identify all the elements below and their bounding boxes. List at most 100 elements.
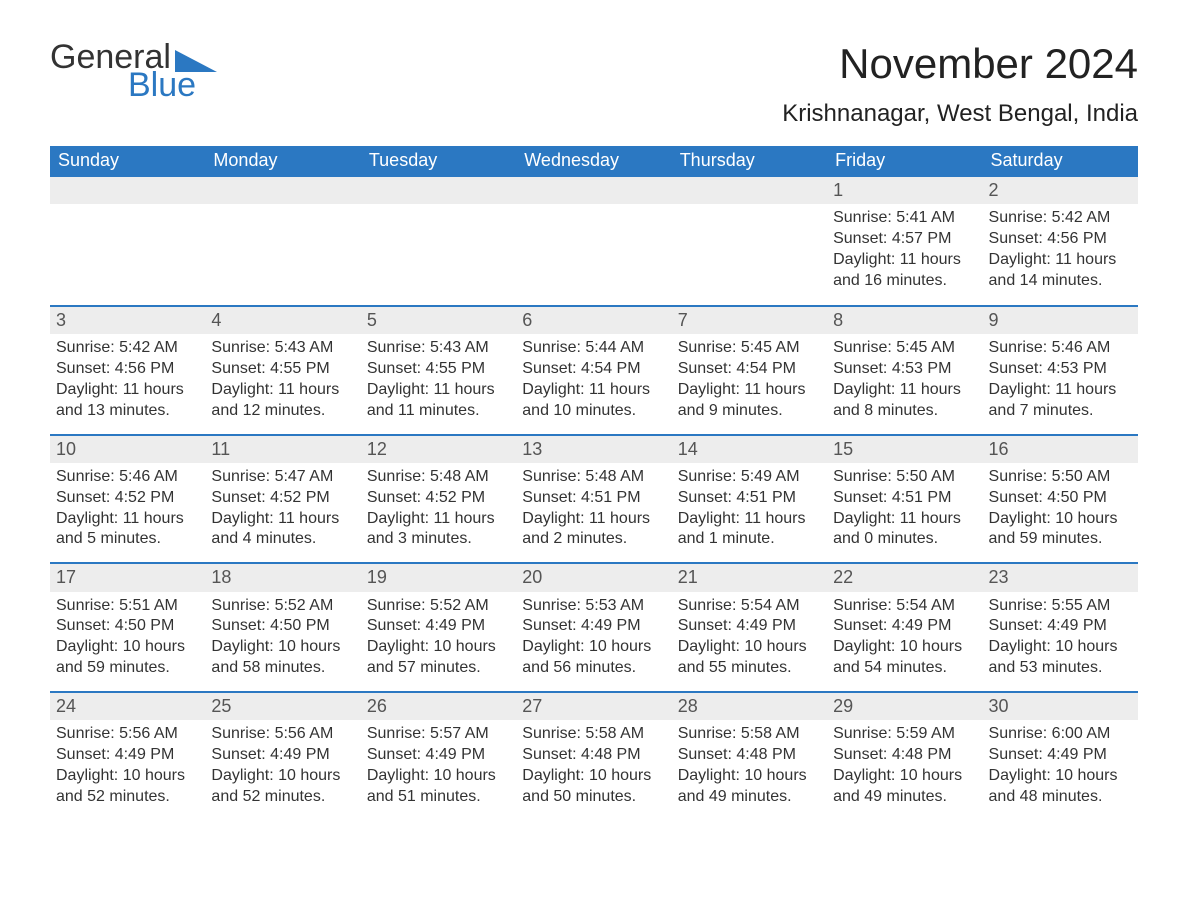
sunset-line: Sunset: 4:50 PM [211, 616, 354, 637]
day-number: 13 [516, 436, 671, 463]
day-number: 30 [983, 693, 1138, 720]
sunset-line: Sunset: 4:55 PM [367, 359, 510, 380]
cell-body: Sunrise: 5:51 AMSunset: 4:50 PMDaylight:… [50, 592, 205, 691]
day-number: 6 [516, 307, 671, 334]
daylight-line: Daylight: 11 hours and 0 minutes. [833, 509, 976, 551]
cell-body: Sunrise: 5:52 AMSunset: 4:50 PMDaylight:… [205, 592, 360, 691]
cell-body: Sunrise: 5:59 AMSunset: 4:48 PMDaylight:… [827, 720, 982, 819]
sunrise-line: Sunrise: 5:43 AM [211, 338, 354, 359]
cell-body: Sunrise: 5:47 AMSunset: 4:52 PMDaylight:… [205, 463, 360, 562]
calendar-cell: 26Sunrise: 5:57 AMSunset: 4:49 PMDayligh… [361, 693, 516, 820]
daylight-line: Daylight: 11 hours and 8 minutes. [833, 380, 976, 422]
cell-body: Sunrise: 5:57 AMSunset: 4:49 PMDaylight:… [361, 720, 516, 819]
cell-body: Sunrise: 5:46 AMSunset: 4:53 PMDaylight:… [983, 334, 1138, 433]
sunset-line: Sunset: 4:53 PM [833, 359, 976, 380]
sunrise-line: Sunrise: 5:52 AM [367, 596, 510, 617]
cell-body: Sunrise: 5:56 AMSunset: 4:49 PMDaylight:… [205, 720, 360, 819]
sunrise-line: Sunrise: 5:50 AM [989, 467, 1132, 488]
sunset-line: Sunset: 4:53 PM [989, 359, 1132, 380]
day-number: 27 [516, 693, 671, 720]
sunrise-line: Sunrise: 5:44 AM [522, 338, 665, 359]
daylight-line: Daylight: 11 hours and 3 minutes. [367, 509, 510, 551]
daylight-line: Daylight: 10 hours and 57 minutes. [367, 637, 510, 679]
sunrise-line: Sunrise: 5:48 AM [522, 467, 665, 488]
daylight-line: Daylight: 10 hours and 53 minutes. [989, 637, 1132, 679]
day-number [205, 177, 360, 204]
cell-body: Sunrise: 6:00 AMSunset: 4:49 PMDaylight:… [983, 720, 1138, 819]
sunrise-line: Sunrise: 5:56 AM [211, 724, 354, 745]
cell-body: Sunrise: 5:54 AMSunset: 4:49 PMDaylight:… [672, 592, 827, 691]
sunrise-line: Sunrise: 5:54 AM [833, 596, 976, 617]
cell-body: Sunrise: 5:42 AMSunset: 4:56 PMDaylight:… [983, 204, 1138, 303]
day-number: 9 [983, 307, 1138, 334]
cell-body: Sunrise: 5:45 AMSunset: 4:53 PMDaylight:… [827, 334, 982, 433]
sunrise-line: Sunrise: 5:43 AM [367, 338, 510, 359]
calendar-cell: 28Sunrise: 5:58 AMSunset: 4:48 PMDayligh… [672, 693, 827, 820]
cell-body: Sunrise: 5:54 AMSunset: 4:49 PMDaylight:… [827, 592, 982, 691]
daylight-line: Daylight: 11 hours and 10 minutes. [522, 380, 665, 422]
sunset-line: Sunset: 4:51 PM [678, 488, 821, 509]
sunset-line: Sunset: 4:52 PM [211, 488, 354, 509]
sunrise-line: Sunrise: 5:41 AM [833, 208, 976, 229]
calendar-cell: 13Sunrise: 5:48 AMSunset: 4:51 PMDayligh… [516, 436, 671, 563]
sunrise-line: Sunrise: 5:56 AM [56, 724, 199, 745]
sunset-line: Sunset: 4:56 PM [56, 359, 199, 380]
sunset-line: Sunset: 4:49 PM [989, 745, 1132, 766]
cell-body: Sunrise: 5:52 AMSunset: 4:49 PMDaylight:… [361, 592, 516, 691]
sunrise-line: Sunrise: 5:58 AM [522, 724, 665, 745]
week-row: 10Sunrise: 5:46 AMSunset: 4:52 PMDayligh… [50, 434, 1138, 563]
day-number: 16 [983, 436, 1138, 463]
sunrise-line: Sunrise: 5:51 AM [56, 596, 199, 617]
sunrise-line: Sunrise: 5:48 AM [367, 467, 510, 488]
daylight-line: Daylight: 11 hours and 4 minutes. [211, 509, 354, 551]
day-header: Friday [827, 146, 982, 177]
sunrise-line: Sunrise: 5:58 AM [678, 724, 821, 745]
calendar-cell: 19Sunrise: 5:52 AMSunset: 4:49 PMDayligh… [361, 564, 516, 691]
sunrise-line: Sunrise: 6:00 AM [989, 724, 1132, 745]
daylight-line: Daylight: 10 hours and 48 minutes. [989, 766, 1132, 808]
calendar-cell: 24Sunrise: 5:56 AMSunset: 4:49 PMDayligh… [50, 693, 205, 820]
day-number: 4 [205, 307, 360, 334]
logo-word-blue: Blue [128, 68, 196, 102]
day-number: 7 [672, 307, 827, 334]
day-header: Saturday [983, 146, 1138, 177]
logo-triangle-icon [175, 50, 217, 72]
calendar-cell [516, 177, 671, 305]
daylight-line: Daylight: 10 hours and 49 minutes. [833, 766, 976, 808]
day-number: 1 [827, 177, 982, 204]
day-number [50, 177, 205, 204]
daylight-line: Daylight: 10 hours and 58 minutes. [211, 637, 354, 679]
day-header: Sunday [50, 146, 205, 177]
week-row: 17Sunrise: 5:51 AMSunset: 4:50 PMDayligh… [50, 562, 1138, 691]
calendar-cell: 8Sunrise: 5:45 AMSunset: 4:53 PMDaylight… [827, 307, 982, 434]
sunrise-line: Sunrise: 5:47 AM [211, 467, 354, 488]
sunset-line: Sunset: 4:51 PM [833, 488, 976, 509]
sunset-line: Sunset: 4:56 PM [989, 229, 1132, 250]
day-header: Monday [205, 146, 360, 177]
calendar-cell [50, 177, 205, 305]
daylight-line: Daylight: 11 hours and 7 minutes. [989, 380, 1132, 422]
sunset-line: Sunset: 4:49 PM [367, 745, 510, 766]
calendar-cell: 2Sunrise: 5:42 AMSunset: 4:56 PMDaylight… [983, 177, 1138, 305]
day-number: 5 [361, 307, 516, 334]
sunrise-line: Sunrise: 5:42 AM [989, 208, 1132, 229]
cell-body: Sunrise: 5:55 AMSunset: 4:49 PMDaylight:… [983, 592, 1138, 691]
cell-body: Sunrise: 5:46 AMSunset: 4:52 PMDaylight:… [50, 463, 205, 562]
calendar-cell: 10Sunrise: 5:46 AMSunset: 4:52 PMDayligh… [50, 436, 205, 563]
day-number: 3 [50, 307, 205, 334]
day-header: Wednesday [516, 146, 671, 177]
calendar-cell: 4Sunrise: 5:43 AMSunset: 4:55 PMDaylight… [205, 307, 360, 434]
cell-body: Sunrise: 5:44 AMSunset: 4:54 PMDaylight:… [516, 334, 671, 433]
cell-body: Sunrise: 5:42 AMSunset: 4:56 PMDaylight:… [50, 334, 205, 433]
calendar-cell: 29Sunrise: 5:59 AMSunset: 4:48 PMDayligh… [827, 693, 982, 820]
sunrise-line: Sunrise: 5:54 AM [678, 596, 821, 617]
sunset-line: Sunset: 4:54 PM [522, 359, 665, 380]
calendar-cell: 22Sunrise: 5:54 AMSunset: 4:49 PMDayligh… [827, 564, 982, 691]
daylight-line: Daylight: 11 hours and 9 minutes. [678, 380, 821, 422]
sunrise-line: Sunrise: 5:55 AM [989, 596, 1132, 617]
sunset-line: Sunset: 4:52 PM [367, 488, 510, 509]
sunset-line: Sunset: 4:49 PM [522, 616, 665, 637]
cell-body: Sunrise: 5:48 AMSunset: 4:51 PMDaylight:… [516, 463, 671, 562]
day-number: 2 [983, 177, 1138, 204]
calendar-cell: 30Sunrise: 6:00 AMSunset: 4:49 PMDayligh… [983, 693, 1138, 820]
